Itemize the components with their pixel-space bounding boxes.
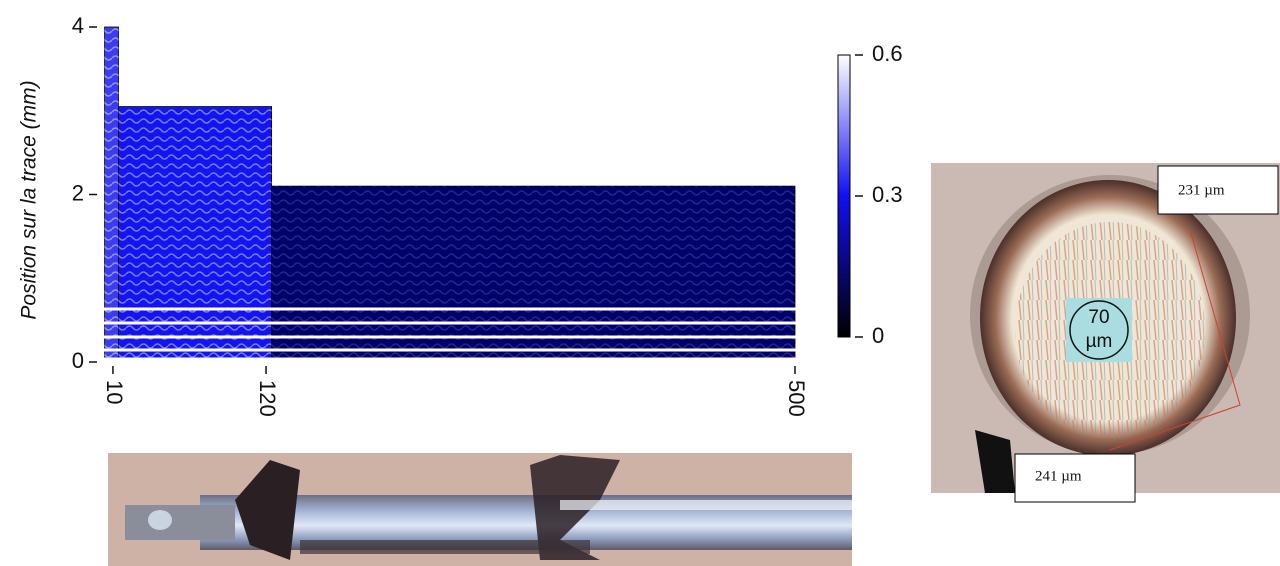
y-tick-label: 0 [72, 348, 84, 373]
label-box [1014, 453, 1136, 503]
y-axis-label: Position sur la trace (mm) [18, 80, 41, 319]
scale-label: 231 µm [1178, 182, 1225, 198]
label-box [1157, 165, 1279, 215]
bottom-stripes [104, 307, 796, 363]
colorbar-tick-label: 0 [872, 323, 884, 348]
colorbar-tick-label: 0.6 [872, 41, 903, 66]
colorbar-tick-label: 0.3 [872, 182, 903, 207]
y-tick-label: 4 [72, 13, 84, 38]
heatmap-texture [118, 106, 272, 362]
track-micrograph [108, 453, 852, 566]
y-tick-label: 2 [72, 180, 84, 205]
x-tick-label: 10 [102, 380, 127, 404]
scale-label: 241 µm [1035, 468, 1082, 484]
inset-circle [1069, 300, 1129, 360]
inset-label: µm [1086, 331, 1113, 352]
inset-box [1066, 298, 1132, 362]
heatmap-texture [271, 186, 795, 362]
x-tick-label: 500 [784, 380, 809, 417]
heatmap-plot [104, 26, 796, 363]
colorbar-ticks: 0 0.3 0.6 [855, 41, 903, 348]
x-tick-label: 120 [255, 380, 280, 417]
inset-label: 70 [1088, 307, 1109, 328]
heatmap-texture [104, 27, 119, 362]
colorbar [837, 54, 851, 338]
